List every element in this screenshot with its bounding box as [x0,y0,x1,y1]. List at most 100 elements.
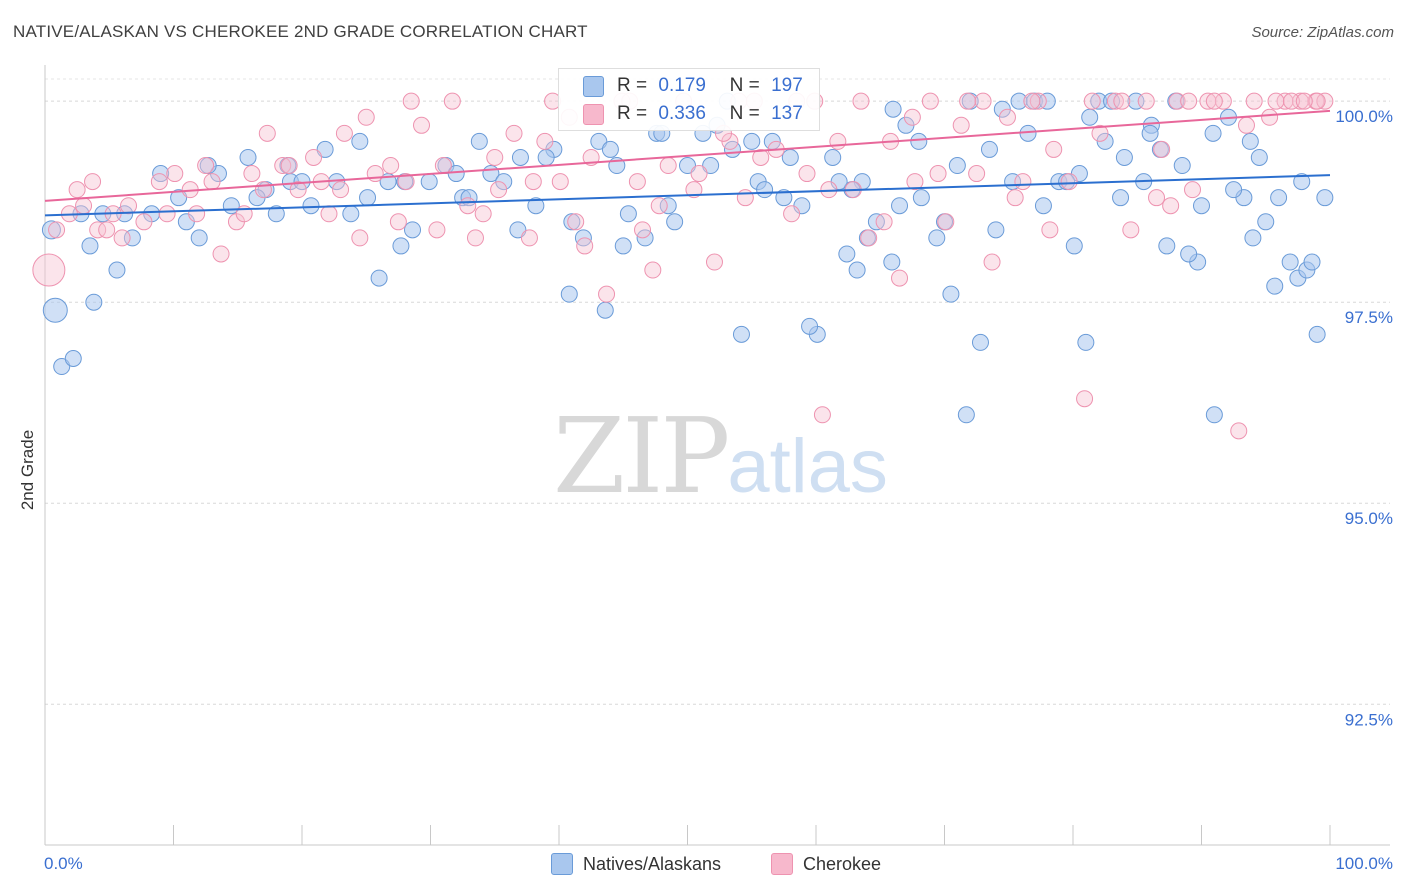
natives-point [239,148,257,166]
y-tick-label: 100.0% [1335,107,1393,126]
natives-point [527,197,545,215]
natives-point [190,229,208,247]
cherokee-point [1106,92,1124,110]
natives-point [420,173,438,191]
bottom-legend-swatch-cherokee [771,853,793,875]
cherokee-point [860,229,878,247]
cherokee-point [397,173,415,191]
natives-point [470,132,488,150]
cherokee-point [68,181,86,199]
natives-point [596,301,614,319]
cherokee-point [1060,173,1078,191]
natives-point [1010,92,1028,110]
natives-trend-line [44,174,1331,217]
cherokee-point [1295,92,1313,110]
natives-point [883,253,901,271]
cherokee-point [1014,173,1032,191]
natives-point [1308,325,1326,343]
natives-point [775,189,793,207]
cherokee-point [32,253,66,287]
natives-point [267,205,285,223]
natives-point [942,285,960,303]
legend-n-label: N = [729,75,760,96]
cherokee-point [75,197,93,215]
natives-point [64,350,82,368]
cherokee-point [598,285,616,303]
natives-point [537,148,555,166]
x-tick-label-max: 100.0% [1335,854,1393,873]
cherokee-point [1041,221,1059,239]
cherokee-point [1162,197,1180,215]
cherokee-point [254,181,272,199]
cherokee-point [644,261,662,279]
cherokee-point [659,157,677,175]
cherokee-point [188,205,206,223]
natives-point [1065,237,1083,255]
cherokee-point [48,221,66,239]
natives-point [1281,253,1299,271]
cherokee-point [289,181,307,199]
cherokee-point [1261,108,1279,126]
cherokee-point [952,116,970,134]
cherokee-point [1029,92,1047,110]
natives-point [891,197,909,215]
cherokee-point [212,245,230,263]
cherokee-point [166,165,184,183]
natives-point [743,132,761,150]
cherokee-point [366,165,384,183]
natives-point [659,197,677,215]
natives-point [971,333,989,351]
cherokee-point [258,124,276,142]
cherokee-point [1076,390,1094,408]
cherokee-point [903,108,921,126]
cherokee-point [443,92,461,110]
natives-point [1303,253,1321,271]
legend-n-value: 197 [771,75,803,96]
cherokee-point [524,173,542,191]
legend-r-value: 0.179 [658,75,706,96]
natives-point [614,237,632,255]
cherokee-point [705,253,723,271]
natives-point [801,317,819,335]
natives-point [912,189,930,207]
cherokee-point [89,221,107,239]
cherokee-point [1276,92,1294,110]
legend-swatch-cherokee [583,104,604,125]
cherokee-point [197,157,215,175]
natives-point [1096,132,1114,150]
cherokee-point [1148,189,1166,207]
cherokee-point [382,157,400,175]
natives-point [1173,157,1191,175]
natives-point [1205,406,1223,424]
natives-point [316,140,334,158]
natives-point [85,293,103,311]
cherokee-point [875,213,893,231]
natives-point [732,325,750,343]
cherokee-point [567,213,585,231]
cherokee-point [1267,92,1285,110]
natives-point [370,269,388,287]
cherokee-point [505,124,523,142]
bottom-legend-swatch-natives [551,853,573,875]
cherokee-point [305,148,323,166]
natives-point [511,148,529,166]
trend-lines [44,109,1331,217]
natives-point [1103,92,1121,110]
cherokee-trend-line [44,109,1331,202]
natives-point [601,140,619,158]
natives-point [838,245,856,263]
cherokee-point [150,173,168,191]
cherokee-point [1180,92,1198,110]
natives-point [563,213,581,231]
cherokee-point [1184,181,1202,199]
cherokee-point [135,213,153,231]
y-tick-label: 92.5% [1345,710,1393,729]
cherokee-point [520,229,538,247]
cherokee-point [974,92,992,110]
cherokee-point [1237,116,1255,134]
cherokee-point [998,108,1016,126]
natives-point [1257,213,1275,231]
cherokee-point [1282,92,1300,110]
cherokee-point [428,221,446,239]
